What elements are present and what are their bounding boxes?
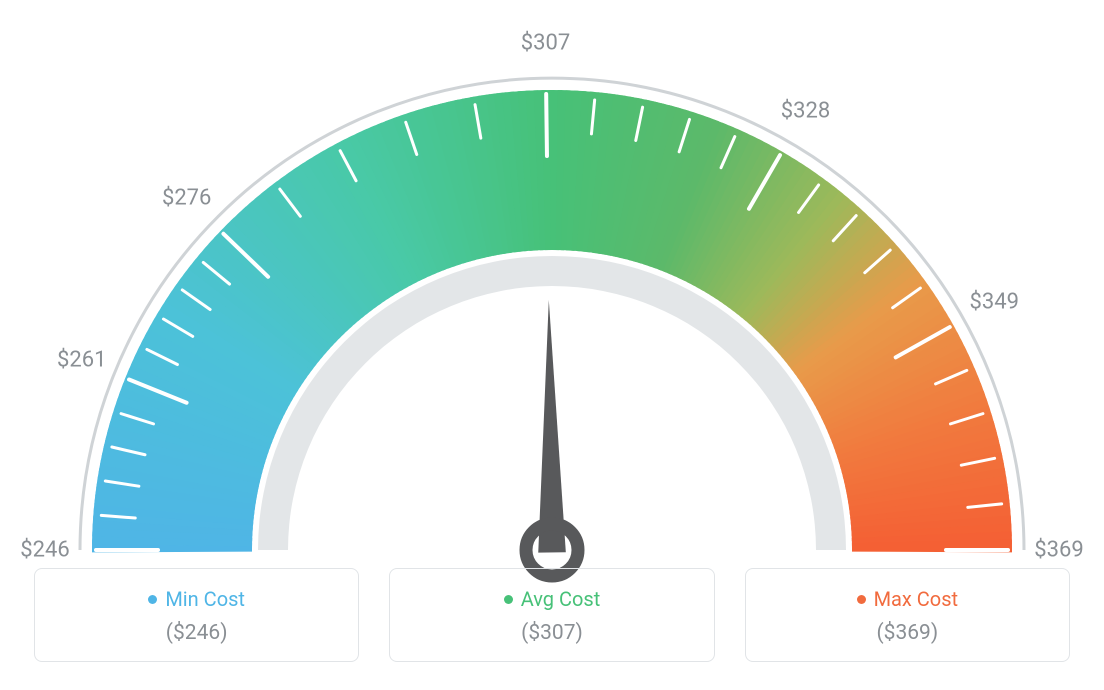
legend-dot-min — [148, 595, 157, 604]
legend-value-avg: ($307) — [400, 621, 703, 645]
legend-card-min: Min Cost ($246) — [34, 568, 359, 662]
legend-value-max: ($369) — [756, 621, 1059, 645]
legend-card-avg: Avg Cost ($307) — [389, 568, 714, 662]
legend-title-avg: Avg Cost — [521, 587, 601, 611]
gauge-tick-label: $369 — [1034, 538, 1083, 563]
legend-title-max: Max Cost — [874, 587, 959, 611]
gauge-tick-label: $261 — [57, 348, 106, 373]
legend-title-wrap: Max Cost — [756, 587, 1059, 611]
gauge-tick-label: $276 — [162, 186, 211, 211]
gauge-tick-label: $328 — [781, 98, 830, 123]
legend-title-min: Min Cost — [165, 587, 245, 611]
gauge-svg — [32, 30, 1072, 620]
legend-title-wrap: Avg Cost — [400, 587, 703, 611]
gauge-tick-label: $246 — [20, 538, 69, 563]
gauge-tick-label: $307 — [521, 31, 570, 56]
legend-title-wrap: Min Cost — [45, 587, 348, 611]
gauge-chart: $246 $261 $276 $307 $328 $349 $369 — [0, 0, 1104, 560]
legend-dot-avg — [504, 595, 513, 604]
legend-row: Min Cost ($246) Avg Cost ($307) Max Cost… — [34, 568, 1070, 662]
legend-value-min: ($246) — [45, 621, 348, 645]
gauge-tick-label: $349 — [970, 290, 1019, 315]
legend-dot-max — [857, 595, 866, 604]
legend-card-max: Max Cost ($369) — [745, 568, 1070, 662]
